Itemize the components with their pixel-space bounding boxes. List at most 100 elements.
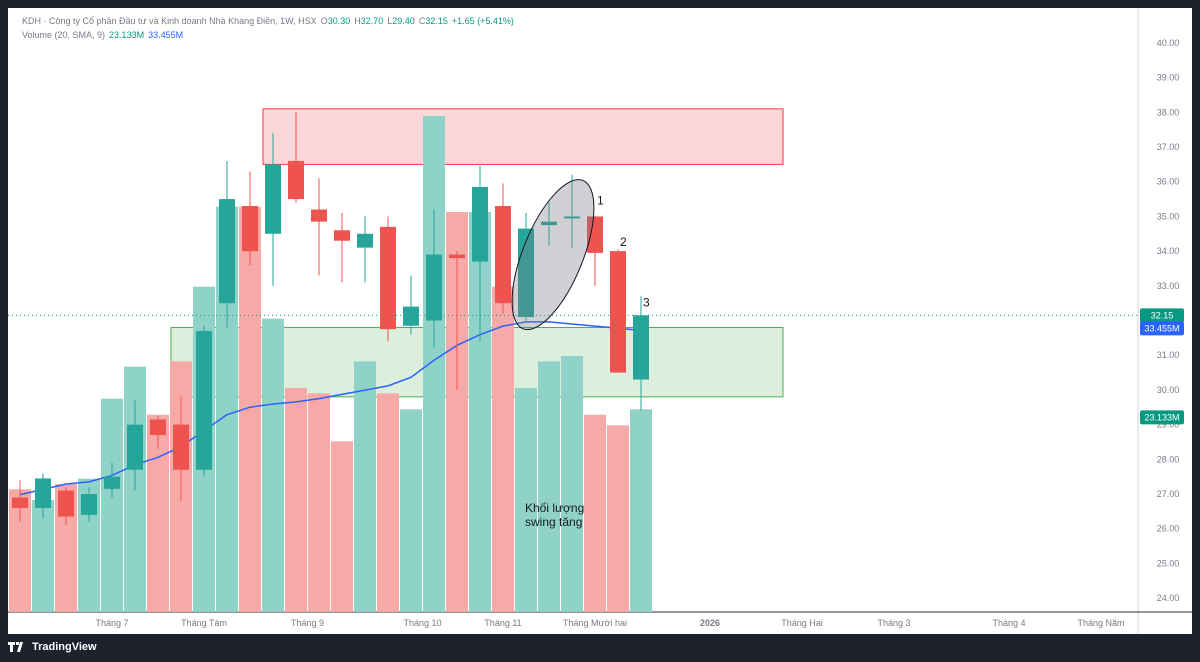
candle-body (426, 254, 442, 321)
volume-bar (584, 414, 606, 612)
high-label: H (354, 16, 361, 26)
price-tick-label: 40.00 (1157, 38, 1180, 48)
time-axis-label: Tháng Hai (781, 618, 823, 628)
time-axis-label: Tháng 9 (291, 618, 324, 628)
price-tick-label: 36.00 (1157, 177, 1180, 187)
close-value: 32.15 (425, 16, 448, 26)
price-tick-label: 31.00 (1157, 350, 1180, 360)
volume-bar (285, 388, 307, 612)
candle-body (127, 424, 143, 470)
open-value: 30.30 (327, 16, 351, 26)
last-price-badge: 32.15 (1151, 310, 1174, 320)
pattern-marker-3: 3 (643, 296, 650, 310)
candle-body (12, 497, 28, 508)
volume-bar (262, 318, 284, 612)
candle-body (311, 209, 327, 222)
change-value: +1.65 (+5.41%) (451, 16, 514, 26)
time-axis-label: Tháng Tám (181, 618, 227, 628)
volume-value: 23.133M (109, 30, 145, 40)
volume-sma-badge-bg (1140, 321, 1184, 336)
volume-bar (630, 409, 652, 612)
symbol-legend: KDH · Công ty Cổ phần Đầu tư và Kinh doa… (22, 16, 518, 26)
candles (12, 112, 649, 526)
volume-bar (216, 206, 238, 612)
volume-sma-line (19, 321, 642, 496)
time-axis-label: Tháng Năm (1077, 618, 1124, 628)
volume-bar (308, 393, 330, 612)
volume-bar (9, 489, 31, 612)
low-label: L (387, 16, 393, 26)
price-tick-label: 24.00 (1157, 593, 1180, 603)
price-tick-label: 26.00 (1157, 524, 1180, 534)
tradingview-logo-icon (8, 642, 23, 652)
volume-bar (561, 356, 583, 612)
candle-body (150, 419, 166, 436)
volume-bar (101, 398, 123, 612)
volume-badge-bg (1140, 410, 1184, 425)
time-axis-label: 2026 (700, 618, 720, 628)
volume-label: Volume (20, SMA, 9) (22, 30, 106, 40)
candle-body (58, 490, 74, 517)
pattern-marker-2: 2 (620, 235, 627, 249)
volume-bar (469, 212, 491, 612)
candle-body (587, 216, 603, 253)
time-axis-label: Tháng 3 (877, 618, 910, 628)
volume-bar (492, 286, 514, 612)
price-tick-label: 29.00 (1157, 420, 1180, 430)
volume-bar (239, 206, 261, 612)
swing-note-line1: Khối lượng (525, 501, 584, 515)
open-label: O (320, 16, 328, 26)
close-label: C (418, 16, 426, 26)
volume-sma-badge: 33.455M (1144, 323, 1179, 333)
time-axis-label: Tháng 4 (992, 618, 1025, 628)
candle-body (564, 216, 580, 219)
time-axis-label: Tháng Mười hai (563, 618, 627, 628)
low-value: 29.40 (392, 16, 415, 26)
volume-bar (331, 441, 353, 612)
volume-bar (354, 361, 376, 612)
highlight-ellipse (511, 179, 595, 331)
candle-body (472, 186, 488, 262)
volume-bar (400, 409, 422, 612)
volume-sma-value: 33.455M (148, 30, 184, 40)
price-tick-label: 27.00 (1157, 489, 1180, 499)
symbol-title: KDH · Công ty Cổ phần Đầu tư và Kinh doa… (22, 16, 317, 26)
pattern-marker-1: 1 (597, 193, 604, 207)
volume-bar (515, 388, 537, 612)
price-chart[interactable]: 24.00 25.00 26.00 27.00 28.00 29.00 30.00 31.00… (8, 8, 1192, 634)
last-price-badge-bg (1140, 308, 1184, 323)
candle-body (104, 476, 120, 489)
brand-name: TradingView (32, 641, 97, 653)
price-tick-label: 28.00 (1157, 454, 1180, 464)
time-axis-label: Tháng 10 (403, 618, 441, 628)
volume-bar (377, 393, 399, 612)
candle-body (288, 160, 304, 200)
candle-body (495, 206, 511, 304)
candle-body (196, 330, 212, 470)
candle-body (173, 424, 189, 470)
volume-bar (32, 500, 54, 612)
price-tick-label: 34.00 (1157, 246, 1180, 256)
volume-bar (147, 414, 169, 612)
supply-zone (262, 108, 784, 165)
volume-bar (423, 116, 445, 612)
volume-bar (446, 212, 468, 612)
candle-body (219, 199, 235, 304)
candle-body (242, 206, 258, 252)
price-tick-label: 25.00 (1157, 558, 1180, 568)
candle-body (610, 251, 626, 373)
footer: TradingView (8, 638, 97, 656)
chart-area[interactable]: 24.00 25.00 26.00 27.00 28.00 29.00 30.00 31.00… (8, 8, 1192, 634)
time-axis-label: Tháng 7 (95, 618, 128, 628)
price-tick-label: 33.00 (1157, 281, 1180, 291)
price-tick-label: 35.00 (1157, 211, 1180, 221)
candle-body (357, 233, 373, 248)
candle-body (265, 164, 281, 234)
price-tick-label: 37.00 (1157, 142, 1180, 152)
high-value: 32.70 (360, 16, 384, 26)
volume-badge: 23.133M (1144, 412, 1179, 422)
price-tick-label: 30.00 (1157, 385, 1180, 395)
volume-bar (538, 361, 560, 612)
swing-note-line2: swing tăng (525, 515, 582, 529)
